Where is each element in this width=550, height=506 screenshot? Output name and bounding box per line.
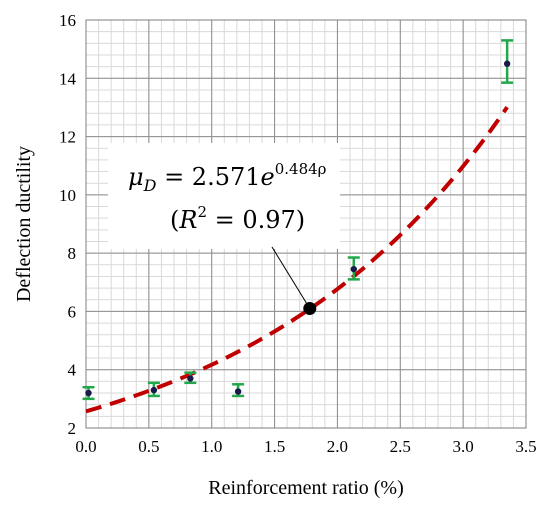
y-tick-label: 2	[68, 419, 77, 438]
x-tick-labels: 0.0 0.5 1.0 1.5 2.0 2.5 3.0 3.5	[75, 437, 536, 456]
equation-annotation: μD = 2.571e0.484ρ (R2 = 0.97)	[108, 143, 340, 316]
data-point	[350, 265, 357, 273]
x-tick-label: 0.5	[138, 437, 159, 456]
y-tick-label: 6	[68, 302, 77, 321]
leader-line	[271, 246, 311, 309]
r2-open: (	[170, 206, 179, 234]
fit-curve	[85, 106, 509, 414]
data-point-group	[501, 39, 514, 84]
data-point	[150, 386, 158, 394]
x-tick-label: 3.5	[515, 437, 536, 456]
r2-var: R	[178, 206, 197, 234]
y-tick-labels: 2 4 6 8 10 12 14 16	[59, 11, 77, 438]
eq-rhs: = 2.571	[156, 163, 260, 191]
eq-lhs: μ	[128, 163, 144, 191]
equation-line-1: μD = 2.571e0.484ρ	[128, 160, 327, 195]
data-point	[234, 388, 242, 395]
y-axis-title: Deflection ductility	[13, 146, 35, 302]
r2-value: = 0.97)	[207, 206, 305, 234]
data-point	[187, 375, 194, 382]
x-tick-label: 2.5	[390, 437, 411, 456]
data-point-group	[184, 371, 197, 385]
x-tick-label: 3.0	[453, 437, 474, 456]
data-point-group	[82, 385, 95, 401]
x-tick-label: 1.5	[264, 437, 285, 456]
data-points	[82, 39, 514, 401]
data-point-group	[347, 256, 360, 281]
data-point-group	[147, 381, 160, 398]
plot-frame	[85, 19, 527, 429]
y-tick-label: 4	[68, 361, 77, 380]
y-tick-label: 14	[59, 69, 77, 88]
x-tick-label: 1.0	[201, 437, 222, 456]
equation-box	[108, 143, 340, 249]
y-tick-label: 16	[59, 11, 76, 30]
x-tick-label: 2.0	[327, 437, 348, 456]
eq-base: e	[261, 163, 275, 191]
r2-exponent: 2	[197, 203, 207, 221]
eq-exponent: 0.484ρ	[275, 160, 327, 178]
data-point	[503, 60, 511, 67]
data-point	[85, 389, 92, 397]
y-tick-label: 10	[59, 186, 76, 205]
y-tick-label: 12	[59, 128, 76, 147]
equation-line-2: (R2 = 0.97)	[170, 203, 305, 234]
target-marker	[303, 302, 317, 316]
data-point-group	[232, 383, 245, 398]
y-tick-label: 8	[68, 244, 77, 263]
eq-lhs-sub: D	[143, 176, 157, 195]
x-tick-label: 0.0	[75, 437, 96, 456]
x-axis-title: Reinforcement ratio (%)	[208, 477, 403, 499]
